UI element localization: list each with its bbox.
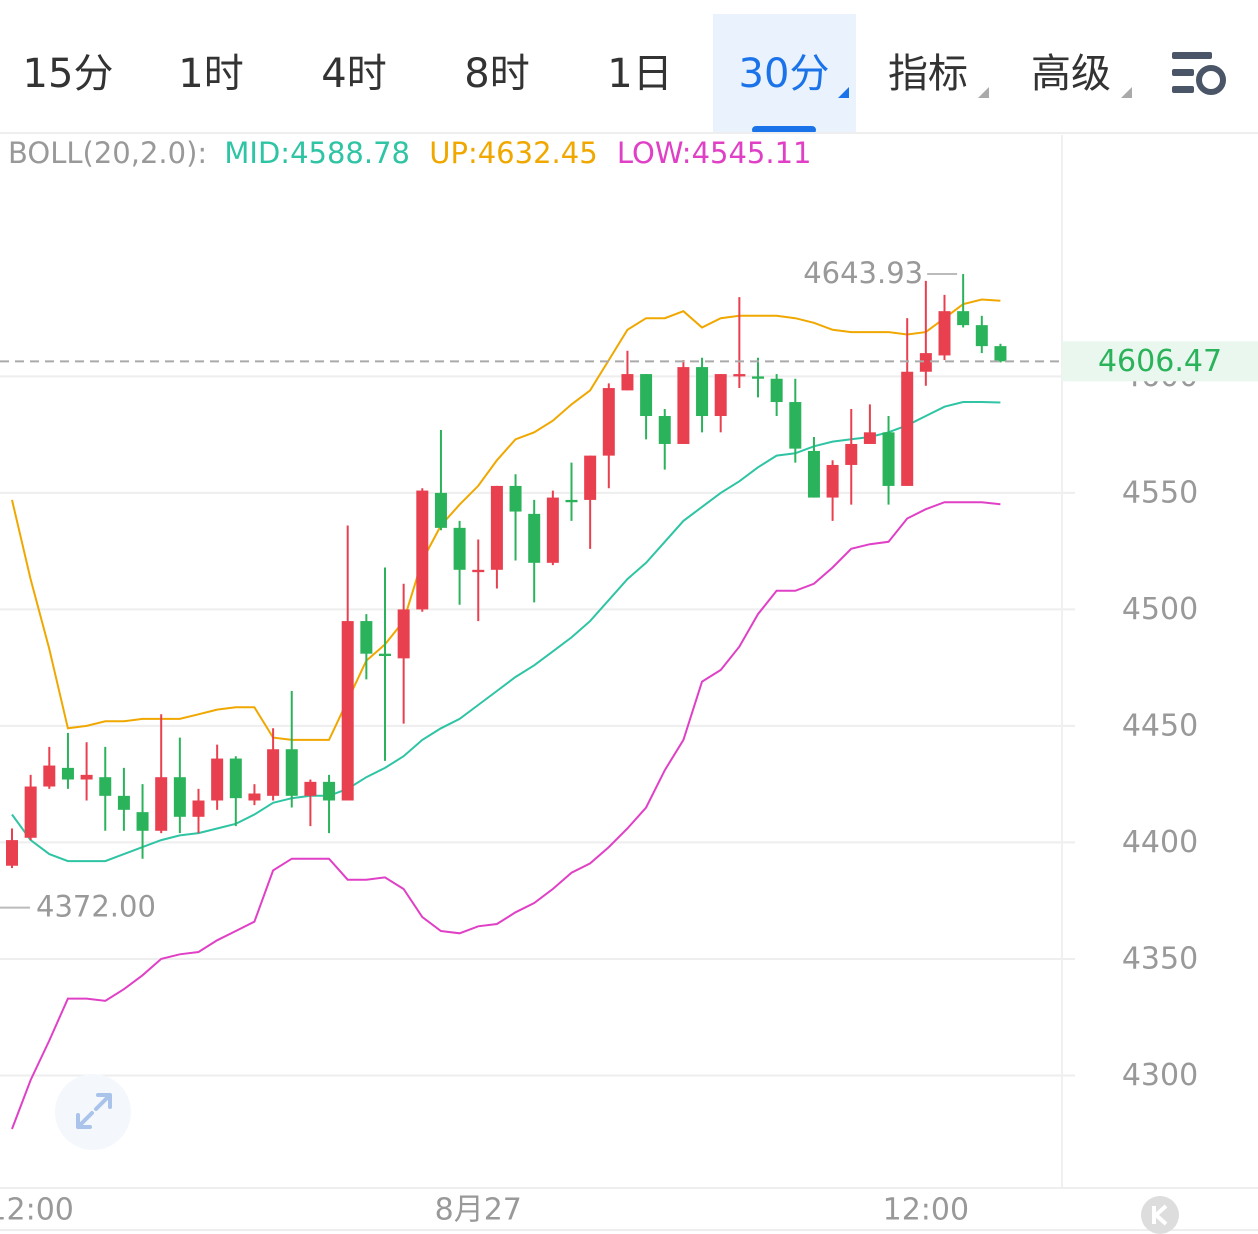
- candle-body: [640, 374, 653, 417]
- candle-body: [490, 485, 503, 570]
- dropdown-marker: [838, 87, 849, 98]
- candle-body: [453, 527, 466, 570]
- y-tick-label: 4300: [1122, 1058, 1198, 1093]
- candle-body: [826, 464, 839, 498]
- candle-body: [99, 777, 112, 796]
- toolbar: 15分 1时 4时 8时 1日 30分 指标 高级: [23, 14, 1111, 134]
- candle-body: [528, 513, 541, 563]
- candle-body: [621, 374, 634, 391]
- candle-body: [341, 621, 354, 801]
- candle-body: [155, 777, 168, 831]
- candle-body: [61, 767, 74, 780]
- candle-body: [43, 765, 56, 787]
- y-tick-label: 4550: [1122, 475, 1198, 510]
- tab[interactable]: 8时: [464, 51, 529, 97]
- candle-body: [173, 777, 186, 817]
- candle-body: [882, 432, 895, 486]
- candle-body: [863, 432, 876, 444]
- candle-body: [248, 793, 261, 801]
- last-price-label: 4606.47: [1098, 344, 1222, 379]
- candle-body: [379, 653, 391, 657]
- x-tick-label: 8月27: [435, 1193, 522, 1228]
- candle-body: [360, 621, 373, 654]
- dropdown-marker: [978, 87, 989, 98]
- indicator-header: BOLL(20,2.0): MID:4588.78 UP:4632.45 LOW…: [8, 136, 812, 170]
- candle-body: [845, 443, 858, 465]
- settings-icon[interactable]: [1172, 52, 1226, 95]
- tab[interactable]: 1日: [607, 51, 672, 97]
- legend-label: MID:: [224, 136, 290, 170]
- boll-line: [11, 401, 1001, 863]
- candle-body: [434, 492, 447, 528]
- boll-line: [11, 298, 1001, 741]
- candle-body: [323, 781, 336, 801]
- boll-line: [11, 501, 1001, 1130]
- candle-body: [789, 402, 802, 449]
- candle-body: [901, 371, 914, 486]
- candle-body: [696, 367, 709, 417]
- candle-body: [975, 325, 988, 347]
- candle-body: [472, 569, 485, 573]
- candle-body: [192, 800, 205, 817]
- candle-body: [304, 781, 317, 796]
- tab[interactable]: 15分: [23, 51, 114, 97]
- candle-body: [807, 450, 820, 498]
- dropdown-marker: [1121, 87, 1132, 98]
- high-label: 4643.93: [803, 256, 923, 290]
- y-tick-label: 4500: [1122, 592, 1198, 627]
- candle-body: [714, 374, 727, 417]
- candle-body: [733, 374, 746, 377]
- legend-value: 4588.78: [290, 136, 410, 170]
- candle-body: [285, 749, 298, 796]
- tab-highlight: [713, 14, 856, 133]
- candle-body: [80, 774, 93, 780]
- candle-body: [267, 749, 280, 796]
- tab[interactable]: 高级: [1031, 51, 1111, 97]
- y-tick-label: 4450: [1122, 708, 1198, 743]
- candle-body: [994, 346, 1007, 362]
- x-tick-label: 12:00: [0, 1193, 74, 1228]
- candle-body: [752, 376, 764, 379]
- y-tick-label: 4400: [1122, 825, 1198, 860]
- x-tick-label: 12:00: [883, 1193, 969, 1228]
- candle-body: [211, 758, 224, 801]
- candle-body: [24, 786, 37, 838]
- candle-body: [770, 378, 783, 403]
- tab[interactable]: 指标: [888, 51, 968, 97]
- candle-body: [565, 499, 578, 503]
- candle-body: [416, 490, 429, 610]
- candle-body: [229, 758, 242, 799]
- candle-body: [584, 455, 597, 500]
- legend-value: 4545.11: [692, 136, 812, 170]
- candle-body: [919, 353, 932, 372]
- last-price-tag: [1062, 341, 1258, 382]
- plot: 430043504400445045004550460012:008月2712:…: [0, 135, 1258, 1231]
- candle-body: [136, 812, 149, 831]
- legend-label: LOW:: [617, 136, 692, 170]
- indicator-name: BOLL(20,2.0):: [8, 136, 207, 170]
- tab[interactable]: 1时: [178, 51, 243, 97]
- logo-button[interactable]: [1141, 1196, 1179, 1234]
- candle-body: [509, 485, 522, 512]
- candle-body: [117, 795, 130, 810]
- candle-body: [957, 311, 970, 326]
- candle-body: [397, 609, 410, 659]
- tab[interactable]: 4时: [321, 51, 386, 97]
- legend-label: UP:: [429, 136, 477, 170]
- legend-value: 4632.45: [478, 136, 598, 170]
- expand-button[interactable]: [55, 1074, 131, 1150]
- candle-body: [658, 416, 671, 444]
- y-tick-label: 4350: [1122, 941, 1198, 976]
- candle-body: [6, 840, 18, 866]
- candle-body: [602, 388, 615, 456]
- tab[interactable]: 30分: [739, 51, 830, 97]
- low-label: 4372.00: [36, 890, 156, 924]
- candle-body: [546, 497, 559, 563]
- candle-body: [938, 311, 951, 356]
- candle-body: [677, 367, 690, 444]
